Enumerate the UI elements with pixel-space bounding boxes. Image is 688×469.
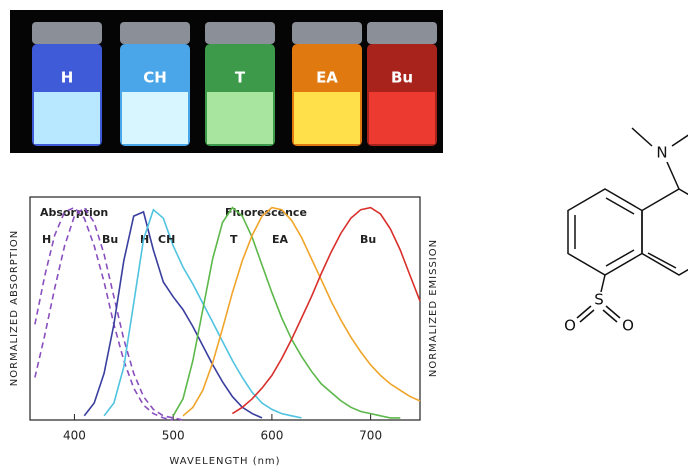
structure [568,128,688,322]
y-axis-label: NORMALIZED ABSORPTION [9,230,20,386]
vial-label: Bu [391,69,413,87]
x-axis-label: WAVELENGTH (nm) [169,456,280,467]
series-label: T [230,233,238,246]
x-tick-label: 600 [260,429,283,443]
atom: N [656,144,667,162]
series-label: Bu [102,233,118,246]
series-label: EA [272,233,289,246]
vial-label: EA [316,69,338,87]
series-label: CH [158,233,175,246]
vial-label: CH [143,69,167,87]
y2-axis-label: NORMALIZED EMISSION [428,239,439,377]
series-label: Bu [360,233,376,246]
series-line [232,208,420,414]
x-tick-label: 400 [63,429,86,443]
series-label: H [42,233,51,246]
atom: S [594,291,604,309]
figure: H CH T EA Bu Absorption Fluorescence WAV… [0,0,688,469]
atom: O [622,317,634,335]
vial-label: T [235,69,246,87]
vial-label: H [61,69,74,87]
atom: O [564,317,576,335]
x-tick-label: 500 [162,429,185,443]
x-tick-label: 700 [359,429,382,443]
